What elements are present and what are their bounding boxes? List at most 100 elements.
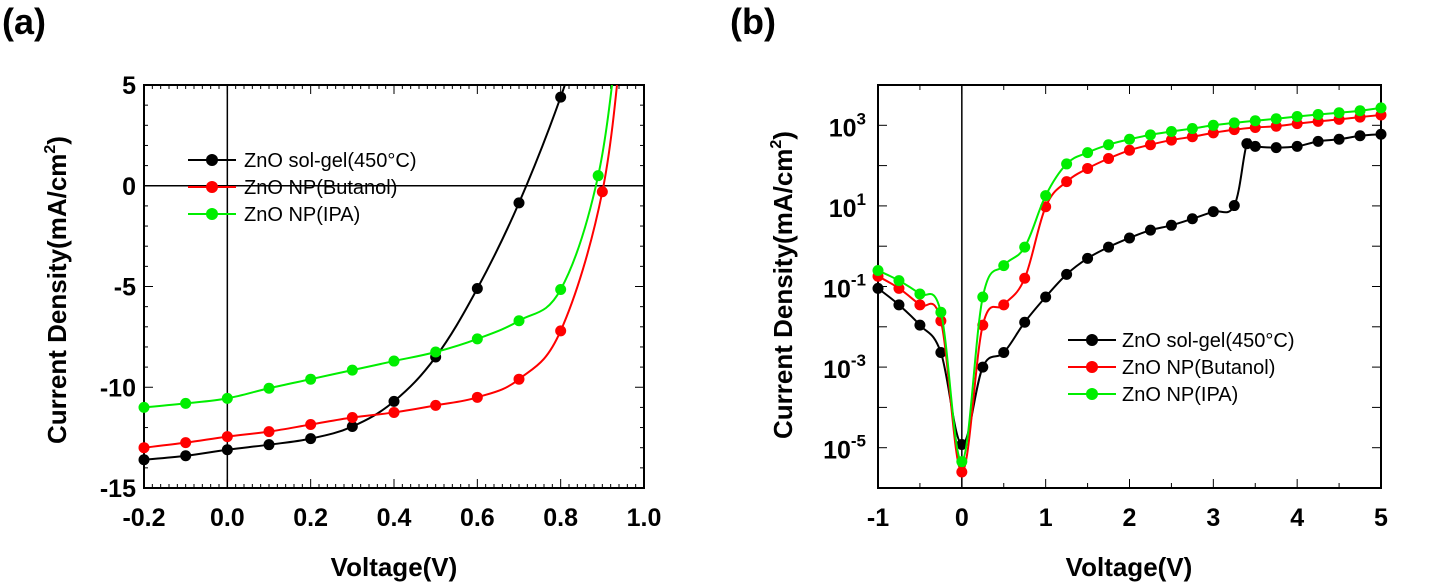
panel-a-series bbox=[138, 85, 619, 466]
panel-a-series-point-2 bbox=[513, 315, 525, 327]
panel-b-series-point-2 bbox=[1354, 105, 1366, 117]
panel-a-ticks: -0.2 0.0 0.2 0.4 0.6 0.8 1.0 -15 -10 -5 0 5 bbox=[100, 72, 662, 532]
panel-a-series-point-2 bbox=[180, 397, 192, 409]
panel-a-series-point-1 bbox=[596, 186, 608, 198]
panel-b-series-point-2 bbox=[1207, 119, 1219, 131]
panel-a-series-point-2 bbox=[346, 364, 358, 376]
panel-b-series-point-2 bbox=[1228, 117, 1240, 129]
panel-a-frame bbox=[143, 84, 645, 489]
panel-b-series-point-0 bbox=[935, 347, 947, 359]
panel-a-series-point-1 bbox=[513, 373, 525, 385]
panel-a-legend-marker bbox=[206, 154, 218, 166]
panel-a-series-point-1 bbox=[430, 399, 442, 411]
panel-a-ytick-label: -10 bbox=[100, 374, 136, 402]
panel-b-series-point-1 bbox=[1144, 139, 1156, 151]
panel-a-ytick-label: 0 bbox=[122, 173, 136, 201]
panel-b-series-point-1 bbox=[1207, 127, 1219, 139]
panel-a-series-point-2 bbox=[555, 284, 567, 296]
panel-a-series-point-1 bbox=[305, 419, 317, 431]
panel-b-series-point-1 bbox=[1165, 134, 1177, 146]
panel-a-plot-area bbox=[143, 84, 645, 489]
panel-b-series-point-2 bbox=[1291, 111, 1303, 123]
panel-b-series-point-0 bbox=[1019, 316, 1031, 328]
panel-b-ytick-base: 10 bbox=[829, 195, 857, 223]
panel-b-series-point-2 bbox=[1061, 158, 1073, 170]
panel-b-ytick-label: 103 bbox=[829, 109, 866, 142]
panel-b-series-point-0 bbox=[1124, 232, 1135, 244]
panel-b-series-point-0 bbox=[1312, 135, 1324, 147]
panel-b-xtick-label: 2 bbox=[1123, 504, 1137, 532]
panel-b-series-point-2 bbox=[1019, 241, 1031, 253]
panel-b-xtick-label: -1 bbox=[867, 504, 889, 532]
panel-b-series-point-0 bbox=[1270, 142, 1282, 154]
panel-a-series-point-1 bbox=[138, 442, 150, 454]
panel-b-series bbox=[872, 102, 1387, 478]
panel-b-series-point-0 bbox=[1241, 138, 1253, 150]
panel-b-ytick-base: 10 bbox=[829, 114, 857, 142]
panel-b-legend-marker bbox=[1086, 361, 1098, 373]
panel-a-series-point-2 bbox=[471, 333, 483, 345]
panel-a-xlabel: Voltage(V) bbox=[331, 552, 458, 582]
panel-b-series-point-2 bbox=[1103, 139, 1115, 151]
panel-a-xtick-label: 0.0 bbox=[210, 504, 245, 532]
panel-b-xtick-label: 5 bbox=[1374, 504, 1388, 532]
panel-b-legend-label: ZnO NP(IPA) bbox=[1122, 384, 1238, 406]
panel-a-series-point-1 bbox=[180, 437, 192, 449]
panel-b-series-point-1 bbox=[1124, 144, 1135, 156]
panel-b-series-point-0 bbox=[1291, 140, 1303, 152]
panel-a-xtick-label: 0.4 bbox=[377, 504, 412, 532]
panel-b-ytick-exp: -1 bbox=[851, 271, 866, 290]
panel-a-series-line-1 bbox=[144, 85, 619, 449]
panel-a-series-point-2 bbox=[221, 392, 233, 404]
panel-b-series-point-0 bbox=[1165, 219, 1177, 231]
panel-b-xlabel: Voltage(V) bbox=[1066, 552, 1193, 582]
panel-a-series-point-1 bbox=[555, 325, 567, 337]
panel-a-legend-label: ZnO NP(Butanol) bbox=[244, 177, 397, 199]
panel-a-label: (a) bbox=[2, 1, 46, 42]
panel-a-series-point-0 bbox=[388, 395, 400, 407]
panel-b-ytick-label: 10-1 bbox=[823, 271, 866, 304]
panel-b-series-point-0 bbox=[1375, 128, 1387, 140]
panel-b-legend-label: ZnO sol-gel(450°C) bbox=[1122, 330, 1295, 352]
panel-a-xtick-label: 1.0 bbox=[627, 504, 662, 532]
panel-b-series-point-0 bbox=[1333, 133, 1345, 145]
panel-b-series-point-0 bbox=[977, 361, 989, 373]
panel-a-series-point-0 bbox=[471, 283, 483, 295]
panel-b-series-point-1 bbox=[1103, 153, 1115, 165]
panel-b-series-point-1 bbox=[914, 299, 926, 311]
panel-b-series-point-2 bbox=[1040, 190, 1052, 202]
panel-a-series-point-0 bbox=[555, 91, 567, 103]
panel-b-series-point-2 bbox=[1249, 115, 1261, 127]
panel-b-ytick-exp: 1 bbox=[857, 190, 866, 209]
panel-b-series-point-0 bbox=[1040, 291, 1052, 303]
panel-b-series-point-2 bbox=[956, 456, 968, 468]
panel-a-series-point-1 bbox=[388, 406, 400, 418]
panel-a-ytick-label: 5 bbox=[122, 72, 136, 100]
panel-b-ytick-base: 10 bbox=[823, 437, 851, 465]
panel-b-legend-label: ZnO NP(Butanol) bbox=[1122, 357, 1275, 379]
panel-b-series-point-0 bbox=[956, 439, 968, 451]
panel-b-series-point-1 bbox=[893, 282, 905, 294]
panel-a-xtick-label: 0.8 bbox=[543, 504, 578, 532]
panel-b-series-point-1 bbox=[1082, 162, 1094, 174]
panel-b-xtick-label: 3 bbox=[1206, 504, 1220, 532]
panel-b-series-point-2 bbox=[1165, 126, 1177, 138]
panel-b-label: (b) bbox=[730, 1, 776, 42]
panel-b-series-point-2 bbox=[893, 275, 905, 287]
panel-b-series-point-1 bbox=[1061, 176, 1073, 188]
panel-b-ytick-label: 101 bbox=[829, 190, 866, 223]
panel-b-ylabel: Current Density(mA/cm2) bbox=[768, 131, 798, 439]
panel-a-xtick-label: -0.2 bbox=[122, 504, 165, 532]
panel-a-legend-label: ZnO NP(IPA) bbox=[244, 204, 360, 226]
panel-b-series-point-0 bbox=[1249, 140, 1261, 152]
panel-b-series-point-2 bbox=[1270, 113, 1282, 125]
panel-b-series-point-2 bbox=[1375, 102, 1387, 114]
panel-b-legend-marker bbox=[1086, 334, 1098, 346]
panel-b-series-point-2 bbox=[914, 288, 926, 300]
panel-a-series-point-0 bbox=[346, 421, 358, 433]
panel-a-series-point-1 bbox=[346, 411, 358, 423]
panel-a-series-point-0 bbox=[221, 444, 233, 456]
panel-b-series-point-2 bbox=[1144, 129, 1156, 141]
